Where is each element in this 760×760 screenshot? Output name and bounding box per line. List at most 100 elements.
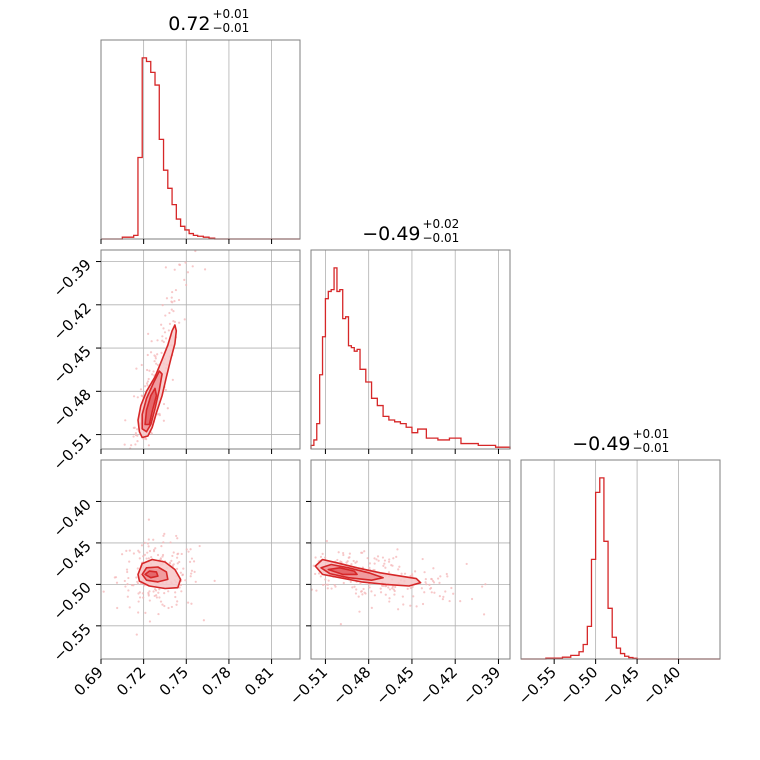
scatter-point <box>423 571 426 574</box>
scatter-point <box>158 596 161 599</box>
y-tick-label: −0.40 <box>50 496 95 541</box>
y-tick-label: −0.45 <box>50 342 95 387</box>
scatter-point <box>174 595 177 599</box>
scatter-point <box>109 597 111 599</box>
scatter-point <box>147 377 150 381</box>
scatter-point <box>406 587 409 590</box>
scatter-point <box>430 577 433 581</box>
scatter-point <box>432 567 435 570</box>
scatter-point <box>145 382 149 385</box>
scatter-point <box>152 550 156 553</box>
scatter-point <box>150 455 152 457</box>
scatter-point <box>163 532 166 535</box>
scatter-point <box>190 569 194 572</box>
scatter-point <box>124 585 127 588</box>
scatter-point <box>342 551 345 555</box>
scatter-point <box>179 583 183 587</box>
scatter-point <box>213 579 216 582</box>
scatter-point <box>394 585 397 589</box>
scatter-point <box>176 553 179 556</box>
scatter-point <box>164 337 168 340</box>
y-tick-label: −0.55 <box>50 620 95 665</box>
scatter-point <box>162 419 165 422</box>
scatter-point <box>484 583 487 586</box>
axes-frame <box>310 249 511 450</box>
scatter-point <box>355 588 358 591</box>
scatter-point <box>141 592 144 595</box>
scatter-point <box>336 558 339 562</box>
scatter-point <box>368 586 371 589</box>
scatter-point <box>148 369 151 372</box>
histogram-bin <box>354 351 357 449</box>
histogram-step <box>521 477 720 660</box>
scatter-point <box>424 577 427 581</box>
scatter-point <box>317 572 321 575</box>
scatter-point <box>379 591 383 594</box>
scatter-point <box>136 460 138 462</box>
scatter-point <box>314 572 317 576</box>
scatter-point <box>169 562 172 565</box>
scatter-point <box>452 592 455 595</box>
scatter-point <box>263 568 265 570</box>
scatter-point <box>147 538 150 541</box>
scatter-point <box>293 550 295 552</box>
axes-frame <box>100 39 301 240</box>
scatter-point <box>172 551 175 554</box>
scatter-point <box>381 556 385 559</box>
x-tick-label: −0.50 <box>556 663 601 708</box>
scatter-point <box>373 557 376 560</box>
scatter-point <box>267 560 269 562</box>
scatter-point <box>170 605 174 609</box>
scatter-point <box>459 600 462 603</box>
scatter-point <box>178 245 180 247</box>
scatter-point <box>470 597 474 601</box>
contour-level-2 <box>144 387 158 426</box>
y-tick-label: −0.51 <box>50 429 95 474</box>
x-tick-label: −0.39 <box>459 663 504 708</box>
histogram-bin <box>328 291 331 449</box>
histogram-bin <box>383 416 389 449</box>
histogram-step <box>101 57 300 240</box>
scatter-point <box>334 585 337 588</box>
scatter-point <box>106 517 108 519</box>
scatter-point <box>388 588 392 591</box>
scatter-point <box>179 571 182 574</box>
panel-title-lower-error: −0.01 <box>633 441 670 455</box>
scatter-point <box>146 368 149 372</box>
scatter-point <box>266 565 268 567</box>
histogram-bin <box>406 427 412 449</box>
panel-title-median: −0.49 <box>362 223 420 245</box>
scatter-point <box>198 544 201 548</box>
scatter-point <box>136 489 138 491</box>
scatter-point <box>156 363 159 367</box>
scatter-point <box>438 581 441 584</box>
scatter-point <box>444 590 447 593</box>
scatter-point <box>368 562 371 565</box>
scatter-point <box>161 304 164 307</box>
scatter-point <box>158 412 161 415</box>
scatter-point <box>330 587 333 590</box>
scatter-point <box>354 592 358 595</box>
scatter-point <box>164 266 167 269</box>
scatter-point <box>125 515 127 517</box>
scatter-point <box>360 551 363 554</box>
scatter-point <box>143 584 146 587</box>
scatter-point <box>397 568 400 571</box>
panel-title-upper-error: +0.01 <box>213 7 250 21</box>
scatter-point <box>179 242 181 244</box>
scatter-point <box>357 595 360 598</box>
scatter-point <box>159 557 162 560</box>
scatter-point <box>260 572 262 574</box>
histogram-bin <box>351 348 354 449</box>
scatter-point <box>162 534 165 537</box>
histogram-bin <box>337 291 340 449</box>
scatter-point <box>162 340 165 344</box>
scatter-point <box>481 585 484 588</box>
scatter-point <box>146 384 149 387</box>
scatter-point <box>147 444 150 447</box>
scatter-point <box>116 548 118 550</box>
scatter-point <box>155 594 158 597</box>
scatter-point <box>482 613 486 616</box>
scatter-point <box>132 426 135 429</box>
